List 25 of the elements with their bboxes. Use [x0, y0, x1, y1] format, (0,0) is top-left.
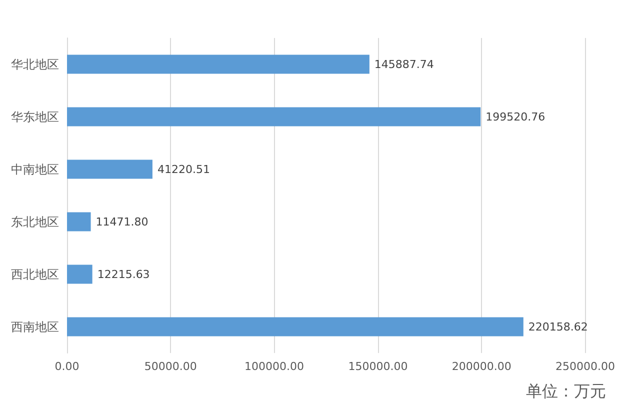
x-tick-label: 50000.00 — [144, 360, 197, 373]
bar — [67, 212, 91, 232]
data-label: 11471.80 — [96, 215, 148, 228]
data-label: 199520.76 — [486, 110, 546, 124]
x-tick-label: 0.00 — [54, 360, 80, 373]
x-tick-label: 200000.00 — [452, 360, 512, 373]
x-tick-label: 150000.00 — [348, 360, 408, 373]
bar — [67, 54, 370, 74]
bar — [67, 107, 481, 126]
y-tick-label: 西北地区 — [11, 267, 59, 282]
y-tick-label: 华东地区 — [11, 110, 59, 124]
data-label: 145887.74 — [374, 58, 434, 71]
y-tick-label: 西南地区 — [11, 320, 59, 334]
text: 单位：万元 — [526, 382, 606, 400]
x-tick-label: 100000.00 — [244, 360, 304, 373]
bar — [67, 160, 152, 179]
y-tick-label: 中南地区 — [11, 162, 59, 176]
data-label: 220158.62 — [528, 320, 588, 334]
bar — [67, 317, 524, 336]
y-tick-label: 华北地区 — [11, 57, 59, 72]
x-tick-label: 250000.00 — [556, 360, 616, 373]
y-tick-label: 东北地区 — [11, 214, 59, 229]
bar — [67, 264, 92, 284]
data-label: 12215.63 — [97, 268, 150, 281]
data-label: 41220.51 — [157, 162, 210, 176]
